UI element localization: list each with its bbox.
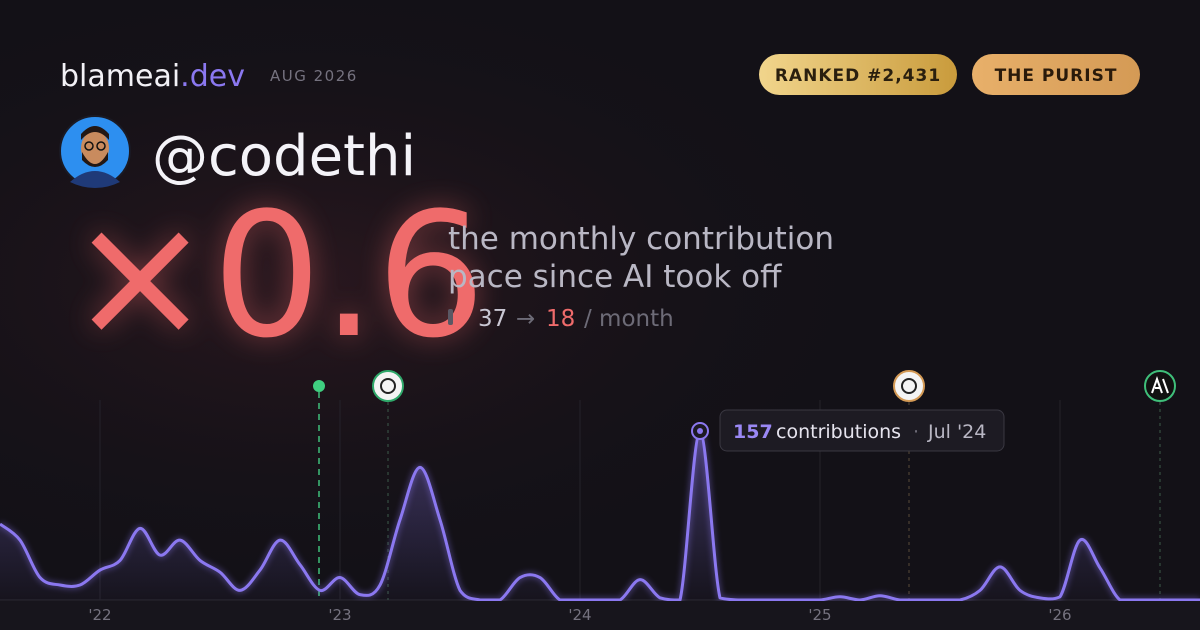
avatar bbox=[59, 115, 131, 188]
stat-caption: the monthly contribution bbox=[448, 221, 834, 257]
axis-band bbox=[0, 600, 1200, 630]
stat-glow: ×0.6 bbox=[68, 175, 486, 376]
x-tick-label: '23 bbox=[328, 606, 351, 624]
event-dot bbox=[313, 380, 325, 392]
tooltip-point bbox=[697, 428, 703, 434]
x-tick-label: '26 bbox=[1048, 606, 1071, 624]
event-icon bbox=[1151, 376, 1169, 394]
legend-icon bbox=[458, 317, 466, 325]
tooltip-text: 157 contributions · Jul '24 bbox=[733, 421, 986, 443]
tooltip-label: contributions bbox=[776, 421, 901, 443]
event-icon bbox=[372, 370, 404, 402]
line bbox=[0, 430, 1200, 601]
tooltip-value: 157 bbox=[733, 421, 773, 443]
tooltip bbox=[719, 409, 1005, 452]
brand-suffix: .dev bbox=[180, 59, 245, 94]
stat-after: 18 bbox=[546, 306, 575, 332]
x-tick-label: '24 bbox=[568, 606, 591, 624]
stat-arrow: → bbox=[516, 306, 535, 332]
legend-icon bbox=[448, 309, 453, 325]
event-markers bbox=[313, 370, 1176, 600]
stat-rate: 37 → 18 / month bbox=[478, 306, 674, 332]
badge-text: RANKED #2,431 bbox=[775, 66, 941, 86]
stat-unit: / month bbox=[584, 306, 674, 332]
x-tick-label: '22 bbox=[88, 606, 111, 624]
badge-text: THE PURIST bbox=[995, 66, 1118, 86]
tooltip-separator: · bbox=[913, 421, 919, 443]
x-tick-label: '25 bbox=[808, 606, 831, 624]
date: AUG 2026 bbox=[270, 67, 358, 85]
stat-caption: pace since AI took off bbox=[448, 259, 782, 295]
event-icon bbox=[901, 378, 917, 394]
tooltip-date: Jul '24 bbox=[927, 421, 986, 443]
brand-name: blameai bbox=[60, 59, 180, 94]
stat-before: 37 bbox=[478, 306, 507, 332]
event-icon bbox=[380, 378, 396, 394]
area bbox=[0, 432, 1200, 600]
badge bbox=[972, 54, 1140, 95]
handle: @codethi bbox=[152, 124, 416, 189]
brand: blameai.dev bbox=[60, 59, 245, 94]
event-icon bbox=[893, 370, 925, 402]
stat-multiplier: ×0.6 bbox=[68, 175, 486, 376]
badge bbox=[759, 54, 957, 95]
